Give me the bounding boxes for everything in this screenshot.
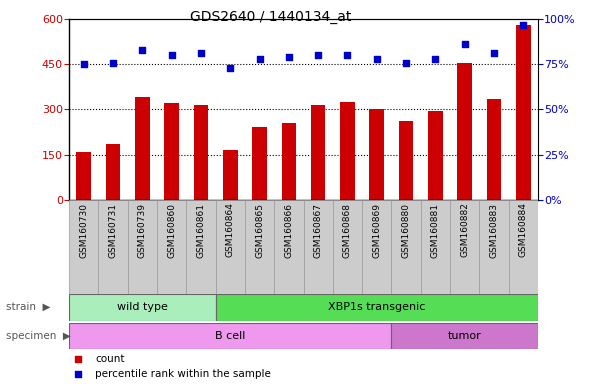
Bar bbox=[128, 200, 157, 294]
Text: GSM160867: GSM160867 bbox=[314, 202, 323, 258]
Bar bbox=[480, 200, 508, 294]
Bar bbox=[245, 200, 274, 294]
Bar bbox=[157, 200, 186, 294]
Point bbox=[343, 52, 352, 58]
Bar bbox=[216, 294, 538, 321]
Bar bbox=[487, 99, 501, 200]
Text: GSM160861: GSM160861 bbox=[197, 202, 206, 258]
Text: GSM160739: GSM160739 bbox=[138, 202, 147, 258]
Bar bbox=[252, 127, 267, 200]
Point bbox=[313, 52, 323, 58]
Text: GSM160884: GSM160884 bbox=[519, 202, 528, 257]
Bar bbox=[135, 98, 150, 200]
Text: GSM160880: GSM160880 bbox=[401, 202, 410, 258]
Bar bbox=[99, 200, 127, 294]
Bar bbox=[76, 152, 91, 200]
Point bbox=[519, 22, 528, 28]
Text: GSM160730: GSM160730 bbox=[79, 202, 88, 258]
Point bbox=[284, 54, 294, 60]
Text: count: count bbox=[95, 354, 124, 364]
Text: B cell: B cell bbox=[215, 331, 245, 341]
Point bbox=[74, 371, 84, 377]
Bar bbox=[362, 200, 391, 294]
Text: XBP1s transgenic: XBP1s transgenic bbox=[328, 302, 426, 312]
Point bbox=[255, 56, 264, 62]
Text: GSM160866: GSM160866 bbox=[284, 202, 293, 258]
Point bbox=[167, 52, 177, 58]
Bar bbox=[391, 323, 538, 349]
Bar bbox=[304, 200, 333, 294]
Text: specimen  ▶: specimen ▶ bbox=[6, 331, 71, 341]
Text: GSM160869: GSM160869 bbox=[372, 202, 381, 258]
Bar bbox=[194, 105, 209, 200]
Bar bbox=[106, 144, 120, 200]
Text: GSM160860: GSM160860 bbox=[167, 202, 176, 258]
Text: GDS2640 / 1440134_at: GDS2640 / 1440134_at bbox=[190, 10, 351, 23]
Text: GSM160865: GSM160865 bbox=[255, 202, 264, 258]
Bar bbox=[216, 200, 245, 294]
Bar bbox=[421, 200, 450, 294]
Bar bbox=[69, 323, 391, 349]
Point bbox=[74, 356, 84, 362]
Bar bbox=[69, 294, 216, 321]
Text: GSM160882: GSM160882 bbox=[460, 202, 469, 257]
Point bbox=[489, 50, 499, 56]
Point bbox=[196, 50, 206, 56]
Bar bbox=[311, 105, 326, 200]
Bar bbox=[516, 25, 531, 200]
Text: percentile rank within the sample: percentile rank within the sample bbox=[95, 369, 271, 379]
Bar bbox=[340, 102, 355, 200]
Text: strain  ▶: strain ▶ bbox=[6, 302, 50, 312]
Bar bbox=[333, 200, 362, 294]
Bar bbox=[69, 200, 99, 294]
Point bbox=[460, 41, 469, 48]
Point bbox=[225, 65, 235, 71]
Point bbox=[79, 61, 88, 68]
Bar bbox=[391, 200, 421, 294]
Text: wild type: wild type bbox=[117, 302, 168, 312]
Text: GSM160864: GSM160864 bbox=[226, 202, 235, 257]
Bar bbox=[186, 200, 216, 294]
Bar bbox=[274, 200, 304, 294]
Bar bbox=[223, 150, 237, 200]
Bar bbox=[508, 200, 538, 294]
Point bbox=[401, 60, 411, 66]
Text: GSM160881: GSM160881 bbox=[431, 202, 440, 258]
Bar bbox=[428, 111, 443, 200]
Text: GSM160868: GSM160868 bbox=[343, 202, 352, 258]
Bar bbox=[450, 200, 480, 294]
Bar bbox=[164, 103, 179, 200]
Point bbox=[108, 60, 118, 66]
Bar bbox=[370, 109, 384, 200]
Point bbox=[372, 56, 382, 62]
Text: tumor: tumor bbox=[448, 331, 481, 341]
Point bbox=[138, 47, 147, 53]
Bar bbox=[281, 123, 296, 200]
Text: GSM160731: GSM160731 bbox=[109, 202, 118, 258]
Bar bbox=[398, 121, 413, 200]
Text: GSM160883: GSM160883 bbox=[489, 202, 498, 258]
Bar bbox=[457, 63, 472, 200]
Point bbox=[430, 56, 440, 62]
